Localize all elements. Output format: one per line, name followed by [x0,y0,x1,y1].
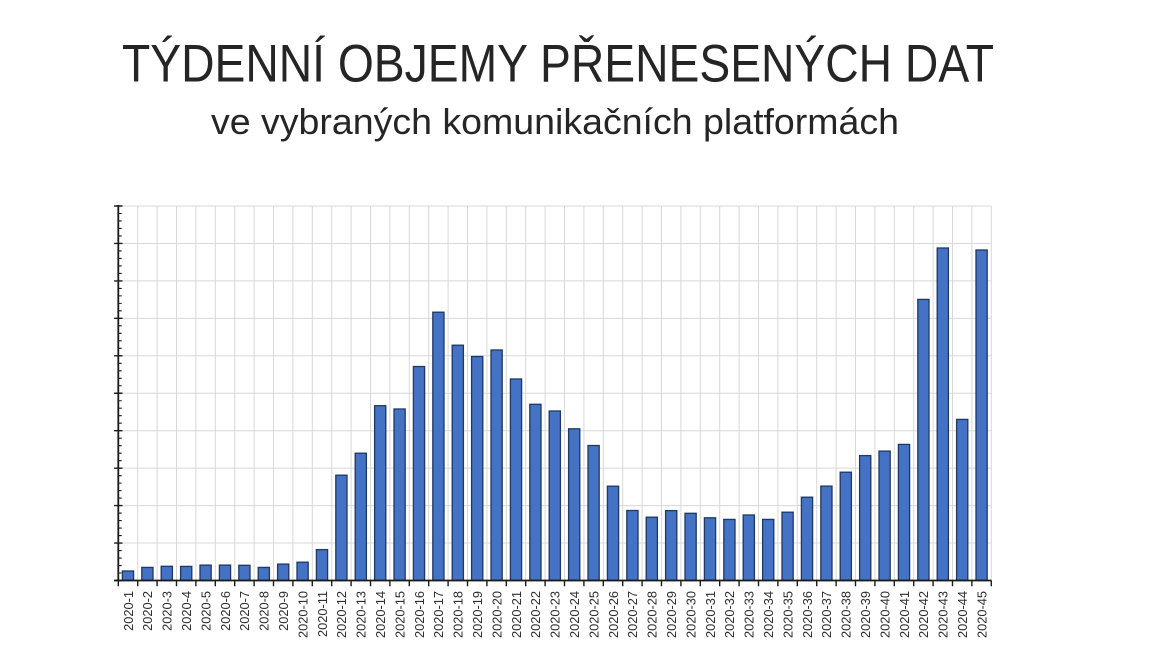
svg-text:2020-5: 2020-5 [198,591,213,631]
svg-text:2020-12: 2020-12 [334,591,349,638]
svg-text:2020-25: 2020-25 [586,591,601,638]
svg-text:TÝDENNÍ OBJEMY PŘENESENÝCH DAT: TÝDENNÍ OBJEMY PŘENESENÝCH DAT [122,35,994,94]
svg-text:2020-34: 2020-34 [761,591,776,638]
svg-text:2020-42: 2020-42 [916,591,931,638]
svg-text:2020-38: 2020-38 [839,591,854,638]
svg-text:2020-14: 2020-14 [373,591,388,638]
svg-text:2020-39: 2020-39 [858,591,873,638]
svg-text:2020-26: 2020-26 [606,591,621,638]
svg-text:ve vybraných komunikačních pla: ve vybraných komunikačních platformách [211,101,899,142]
svg-text:2020-18: 2020-18 [451,591,466,638]
svg-text:2020-7: 2020-7 [237,591,252,631]
svg-text:2020-20: 2020-20 [489,591,504,638]
svg-text:2020-32: 2020-32 [722,591,737,638]
svg-text:2020-41: 2020-41 [897,591,912,638]
svg-text:2020-40: 2020-40 [877,591,892,638]
svg-text:2020-27: 2020-27 [625,591,640,638]
svg-text:2020-6: 2020-6 [218,591,233,631]
svg-text:2020-30: 2020-30 [683,591,698,638]
svg-text:2020-1: 2020-1 [121,591,136,631]
svg-text:2020-17: 2020-17 [431,591,446,638]
svg-text:2020-33: 2020-33 [742,591,757,638]
svg-text:2020-2: 2020-2 [140,591,155,631]
svg-text:2020-11: 2020-11 [315,591,330,637]
svg-text:2020-28: 2020-28 [645,591,660,638]
svg-text:2020-44: 2020-44 [955,591,970,638]
svg-text:2020-10: 2020-10 [295,591,310,638]
svg-text:2020-35: 2020-35 [780,591,795,638]
svg-text:2020-45: 2020-45 [974,591,989,638]
svg-text:2020-15: 2020-15 [392,591,407,638]
svg-text:2020-22: 2020-22 [528,591,543,638]
svg-text:2020-8: 2020-8 [257,591,272,631]
svg-text:2020-36: 2020-36 [800,591,815,638]
svg-text:2020-4: 2020-4 [179,591,194,631]
svg-text:2020-13: 2020-13 [354,591,369,638]
svg-text:2020-9: 2020-9 [276,591,291,631]
svg-text:2020-3: 2020-3 [160,591,175,631]
svg-text:2020-43: 2020-43 [936,591,951,638]
svg-text:2020-24: 2020-24 [567,591,582,638]
svg-text:2020-37: 2020-37 [819,591,834,638]
svg-text:2020-31: 2020-31 [703,591,718,638]
svg-text:2020-16: 2020-16 [412,591,427,638]
svg-text:2020-19: 2020-19 [470,591,485,638]
svg-text:2020-29: 2020-29 [664,591,679,638]
svg-text:2020-21: 2020-21 [509,591,524,638]
svg-text:2020-23: 2020-23 [548,591,563,638]
